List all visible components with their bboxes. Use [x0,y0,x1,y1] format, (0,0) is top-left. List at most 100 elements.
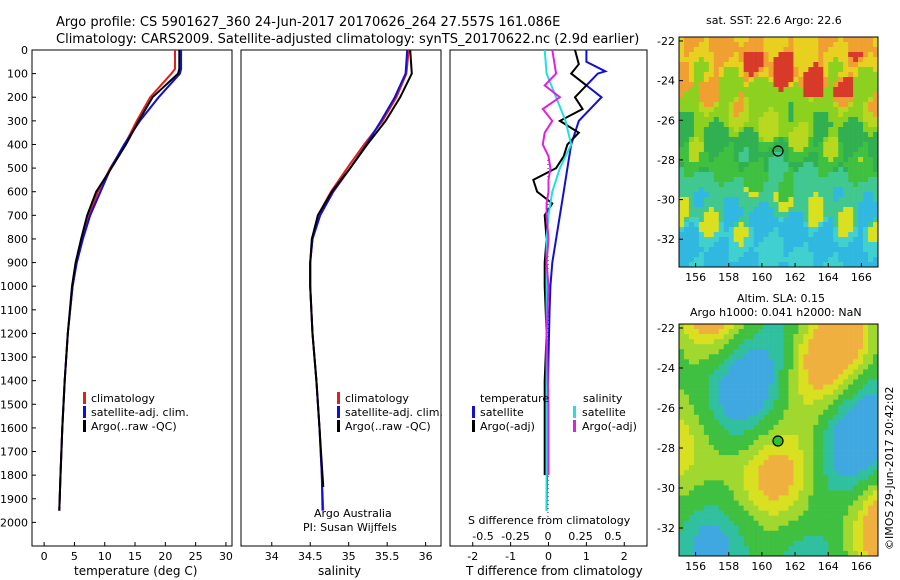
heatmap-cell [818,364,824,370]
heatmap-cell [728,495,735,501]
heatmap-cell [853,97,859,103]
heatmap-cell [733,97,739,103]
heatmap-cell [733,450,739,456]
heatmap-cell [708,247,715,253]
heatmap-cell [848,47,854,53]
heatmap-cell [863,72,869,78]
heatmap-cell [818,87,824,93]
heatmap-cell [863,187,869,193]
heatmap-cell [708,369,715,375]
heatmap-cell [868,404,874,411]
heatmap-cell [688,470,695,476]
heatmap-cell [828,242,834,248]
heatmap-cell [758,207,764,213]
heatmap-cell [698,102,705,108]
heatmap-cell [773,540,779,547]
heatmap-cell [803,324,809,330]
heatmap-cell [688,550,695,557]
heatmap-cell [778,252,784,258]
heatmap-cell [848,495,854,501]
heatmap-cell [873,404,879,411]
heatmap-cell [823,97,829,103]
heatmap-cell [768,117,774,123]
heatmap-cell [838,329,844,335]
heatmap-cell [758,177,764,183]
heatmap-cell [748,137,754,143]
heatmap-cell [868,374,874,380]
heatmap-cell [788,429,794,436]
heatmap-cell [753,384,759,390]
heatmap-cell [813,450,819,456]
heatmap-cell [803,359,809,365]
heatmap-cell [683,490,690,496]
heatmap-cell [788,257,794,263]
heatmap-cell [688,77,695,83]
heatmap-cell [853,57,859,63]
x-tick-label: 35 [342,550,356,563]
heatmap-cell [788,187,794,193]
heatmap-cell [713,92,720,98]
heatmap-cell [838,550,844,557]
heatmap-cell [863,500,869,506]
heatmap-cell [813,525,819,532]
heatmap-cell [713,490,720,496]
heatmap-cell [798,414,804,421]
heatmap-cell [798,470,804,476]
heatmap-cell [828,262,834,268]
heatmap-cell [853,540,859,547]
heatmap-cell [873,262,879,268]
heatmap-cell [728,455,735,461]
heatmap-cell [798,505,804,511]
heatmap-cell [679,262,685,268]
heatmap-cell [823,384,829,390]
heatmap-cell [688,359,695,365]
heatmap-cell [818,394,824,400]
heatmap-cell [828,192,834,198]
heatmap-cell [798,182,804,188]
heatmap-cell [838,97,844,103]
heatmap-cell [723,257,730,263]
heatmap-cell [718,354,725,360]
heatmap-cell [763,495,769,501]
heatmap-cell [778,445,784,451]
heatmap-cell [698,334,705,340]
heatmap-cell [803,399,809,405]
heatmap-cell [738,112,744,118]
heatmap-cell [708,197,715,203]
heatmap-cell [853,107,859,113]
heatmap-cell [788,434,794,441]
heatmap-cell [873,364,879,370]
heatmap-cell [853,440,859,446]
heatmap-cell [773,47,779,53]
heatmap-cell [858,409,864,416]
heatmap-cell [688,495,695,501]
heatmap-cell [838,349,844,355]
heatmap-cell [863,409,869,416]
series-line-argo-raw-qc- [58,50,181,511]
heatmap-cell [838,257,844,263]
heatmap-cell [798,344,804,350]
heatmap-cell [723,344,730,350]
heatmap-cell [808,102,814,108]
heatmap-cell [713,107,720,113]
heatmap-cell [758,52,764,58]
heatmap-cell [778,187,784,193]
heatmap-cell [683,242,690,248]
heatmap-cell [848,142,854,148]
heatmap-cell [718,394,725,400]
heatmap-cell [843,157,849,163]
heatmap-cell [858,227,864,233]
heatmap-cell [708,530,715,537]
heatmap-cell [748,354,754,360]
heatmap-cell [848,424,854,431]
heatmap-cell [823,67,829,73]
heatmap-cell [693,57,700,63]
heatmap-cell [708,87,715,93]
heatmap-cell [763,157,769,163]
heatmap-cell [679,182,685,188]
heatmap-cell [763,540,769,547]
heatmap-cell [683,434,690,441]
heatmap-cell [818,535,824,542]
heatmap-cell [818,67,824,73]
heatmap-cell [873,152,879,158]
